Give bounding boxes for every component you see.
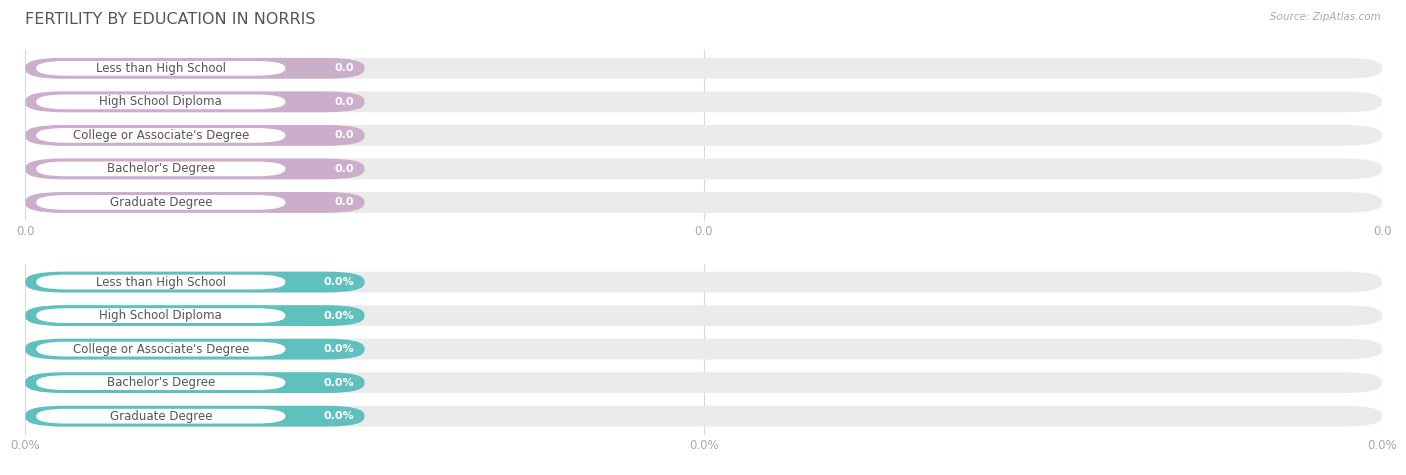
FancyBboxPatch shape	[25, 92, 1382, 112]
FancyBboxPatch shape	[25, 125, 1382, 146]
FancyBboxPatch shape	[37, 308, 285, 323]
FancyBboxPatch shape	[25, 125, 364, 146]
FancyBboxPatch shape	[37, 342, 285, 357]
FancyBboxPatch shape	[25, 159, 1382, 179]
FancyBboxPatch shape	[25, 406, 1382, 427]
FancyBboxPatch shape	[25, 305, 364, 326]
FancyBboxPatch shape	[25, 372, 364, 393]
FancyBboxPatch shape	[37, 375, 285, 390]
Text: High School Diploma: High School Diploma	[100, 95, 222, 108]
Text: 0.0: 0.0	[335, 63, 354, 73]
FancyBboxPatch shape	[25, 192, 1382, 213]
Text: Graduate Degree: Graduate Degree	[110, 196, 212, 209]
Text: Bachelor's Degree: Bachelor's Degree	[107, 376, 215, 389]
Text: Less than High School: Less than High School	[96, 62, 226, 75]
FancyBboxPatch shape	[37, 128, 285, 143]
Text: 0.0: 0.0	[335, 130, 354, 141]
Text: Less than High School: Less than High School	[96, 276, 226, 289]
Text: College or Associate's Degree: College or Associate's Degree	[73, 129, 249, 142]
Text: 0.0: 0.0	[335, 97, 354, 107]
FancyBboxPatch shape	[25, 192, 364, 213]
FancyBboxPatch shape	[37, 61, 285, 76]
Text: Bachelor's Degree: Bachelor's Degree	[107, 162, 215, 175]
FancyBboxPatch shape	[37, 195, 285, 210]
FancyBboxPatch shape	[25, 272, 364, 293]
Text: College or Associate's Degree: College or Associate's Degree	[73, 342, 249, 356]
FancyBboxPatch shape	[25, 339, 364, 360]
FancyBboxPatch shape	[25, 372, 1382, 393]
Text: 0.0: 0.0	[335, 164, 354, 174]
Text: 0.0%: 0.0%	[323, 411, 354, 421]
Text: FERTILITY BY EDUCATION IN NORRIS: FERTILITY BY EDUCATION IN NORRIS	[25, 12, 316, 27]
FancyBboxPatch shape	[25, 58, 364, 79]
FancyBboxPatch shape	[37, 95, 285, 109]
Text: High School Diploma: High School Diploma	[100, 309, 222, 322]
FancyBboxPatch shape	[25, 58, 1382, 79]
FancyBboxPatch shape	[37, 275, 285, 289]
Text: Source: ZipAtlas.com: Source: ZipAtlas.com	[1270, 12, 1381, 22]
FancyBboxPatch shape	[37, 162, 285, 176]
Text: 0.0%: 0.0%	[323, 378, 354, 388]
Text: 0.0%: 0.0%	[323, 277, 354, 287]
FancyBboxPatch shape	[37, 409, 285, 424]
FancyBboxPatch shape	[25, 339, 1382, 360]
FancyBboxPatch shape	[25, 272, 1382, 293]
FancyBboxPatch shape	[25, 305, 1382, 326]
FancyBboxPatch shape	[25, 92, 364, 112]
FancyBboxPatch shape	[25, 406, 364, 427]
FancyBboxPatch shape	[25, 159, 364, 179]
Text: Graduate Degree: Graduate Degree	[110, 409, 212, 423]
Text: 0.0%: 0.0%	[323, 344, 354, 354]
Text: 0.0: 0.0	[335, 198, 354, 208]
Text: 0.0%: 0.0%	[323, 311, 354, 321]
